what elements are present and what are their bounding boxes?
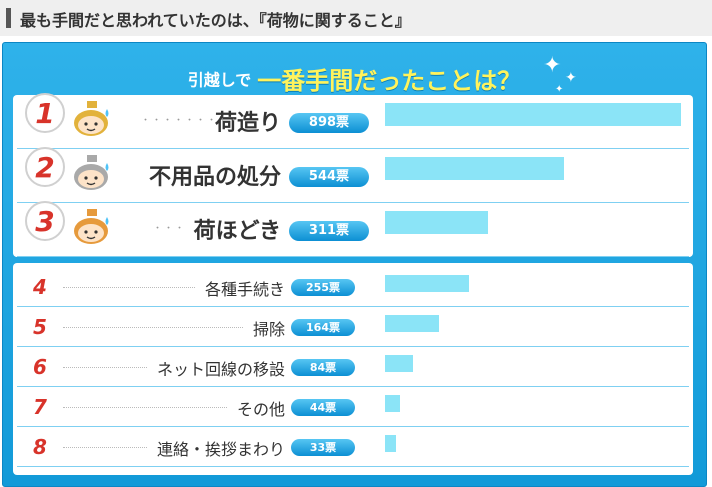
rank-number: 7 [33, 395, 47, 419]
heading-text: 最も手間だと思われていたのは、『荷物に関すること』 [20, 11, 411, 30]
rank-number: 3 [25, 201, 65, 241]
ranking-panel: 引越しで 一番手間だったことは？ ✦ ✦ ✦ 1 荷造り ・・・・・・・・・ 898票 2… [2, 42, 707, 487]
rank-number: 4 [33, 275, 47, 299]
row-separator [17, 256, 689, 257]
sparkle-icon: ✦ [565, 70, 577, 86]
category-label: 荷ほどき [193, 219, 281, 244]
category-label: 掃除 [252, 320, 285, 339]
value-label: 544票 [289, 167, 369, 187]
bar [385, 103, 681, 126]
chart-row: 7 その他 44票 [13, 387, 693, 427]
rank-number: 1 [25, 93, 65, 133]
category-label: ネット回線の移設 [156, 360, 285, 379]
leader-line [63, 287, 195, 288]
value-label: 311票 [289, 221, 369, 241]
value-label: 164票 [291, 319, 355, 336]
leader-line [63, 407, 227, 408]
heading-accent-bar [6, 8, 11, 28]
value-label: 44票 [291, 399, 355, 416]
row-separator [17, 202, 689, 203]
top-three-box: 1 荷造り ・・・・・・・・・ 898票 2 不用品の処分 544票 3 荷ほどき ・・・ 311票 [13, 93, 693, 257]
leader-line [63, 327, 243, 328]
rank-number: 2 [25, 147, 65, 187]
sweating-face-icon [71, 99, 113, 139]
sparkle-icon: ✦ [543, 53, 562, 78]
other-ranks-box: 4 各種手続き 255票 5 掃除 164票 6 ネット回線の移設 84票 7 その他 44票 8 連絡・… [13, 263, 693, 475]
value-label: 33票 [291, 439, 355, 456]
chart-row: 6 ネット回線の移設 84票 [13, 347, 693, 387]
chart-row: 1 荷造り ・・・・・・・・・ 898票 [13, 93, 693, 149]
bar [385, 435, 396, 452]
category-label: その他 [236, 400, 285, 419]
category-label: 不用品の処分 [148, 165, 281, 190]
chart-row: 4 各種手続き 255票 [13, 267, 693, 307]
category-label: 各種手続き [204, 280, 285, 299]
row-separator [17, 386, 689, 387]
sweating-face-icon [71, 153, 113, 193]
bar [385, 275, 469, 292]
rank-number: 8 [33, 435, 47, 459]
leader-line [63, 367, 147, 368]
chart-title: 引越しで 一番手間だったことは？ [3, 61, 706, 96]
leader-dots: ・・・・・・・・・ [141, 116, 241, 126]
bar [385, 157, 564, 180]
bar [385, 211, 488, 234]
value-label: 84票 [291, 359, 355, 376]
row-separator [17, 306, 689, 307]
leader-line [63, 447, 147, 448]
rank-number: 5 [33, 315, 47, 339]
chart-row: 5 掃除 164票 [13, 307, 693, 347]
leader-dots: ・・・ [153, 224, 187, 234]
row-separator [17, 426, 689, 427]
category-label: 連絡・挨拶まわり [156, 440, 285, 459]
category-label: 荷造り [214, 111, 281, 136]
chart-row: 8 連絡・挨拶まわり 33票 [13, 427, 693, 467]
chart-row: 2 不用品の処分 544票 [13, 147, 693, 203]
bar [385, 315, 439, 332]
rank-number: 6 [33, 355, 47, 379]
bar [385, 355, 413, 372]
sweating-face-icon [71, 207, 113, 247]
page-heading: 最も手間だと思われていたのは、『荷物に関すること』 [0, 0, 712, 36]
bar [385, 395, 400, 412]
row-separator [17, 466, 689, 467]
title-prefix: 引越しで [187, 70, 252, 90]
row-separator [17, 148, 689, 149]
value-label: 898票 [289, 113, 369, 133]
sparkle-icon: ✦ [555, 84, 564, 95]
chart-row: 3 荷ほどき ・・・ 311票 [13, 201, 693, 257]
title-main: 一番手間だったことは？ [257, 67, 522, 95]
row-separator [17, 346, 689, 347]
value-label: 255票 [291, 279, 355, 296]
